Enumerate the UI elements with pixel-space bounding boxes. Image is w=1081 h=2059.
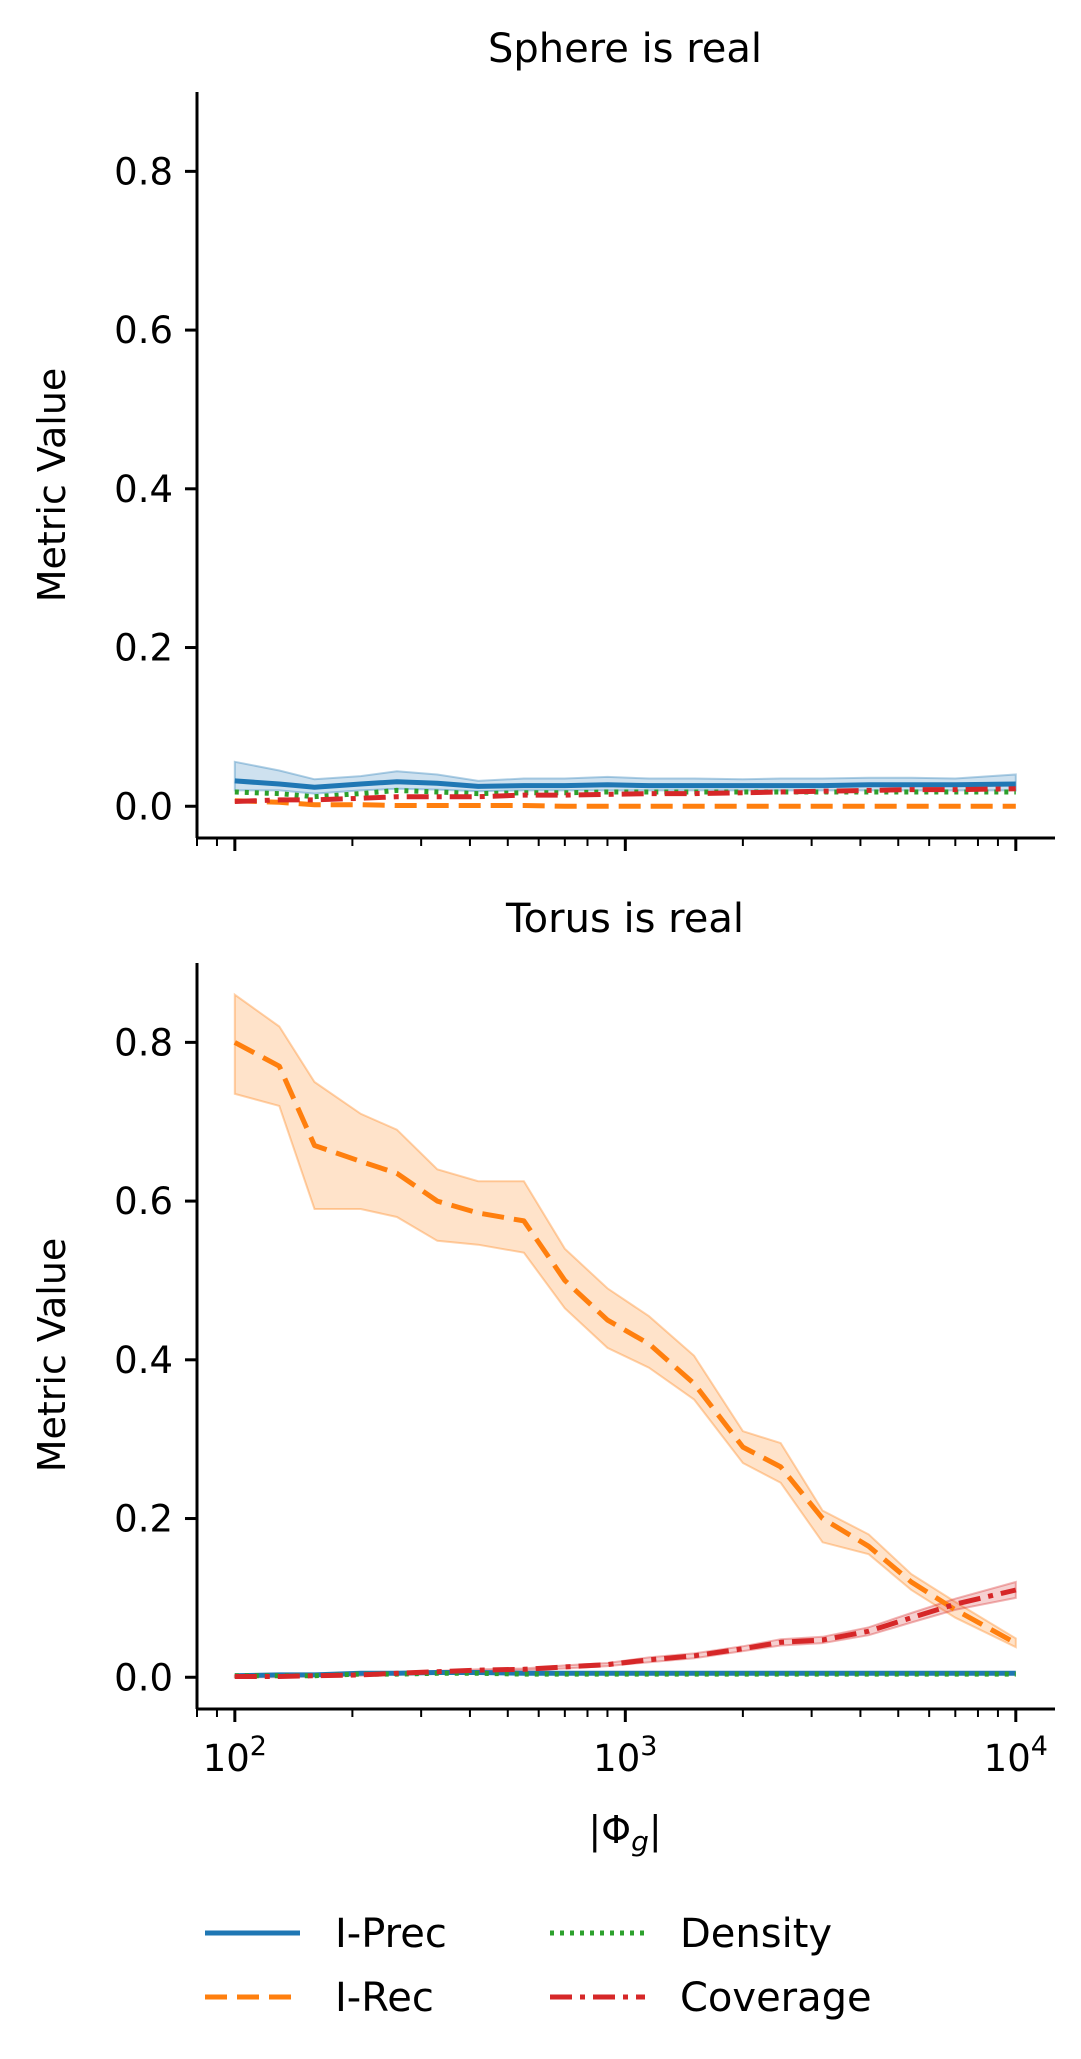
series-line-density [234,1670,1016,1679]
y-axis-label: Metric Value [30,1238,74,1473]
panel-sphere: Sphere is real Metric Value 0.0 0.2 0.4 0.6… [30,26,1055,851]
x-axis-label: |Φg| [588,1808,661,1858]
legend: I-Prec I-Rec Density Coverage [205,1911,872,2021]
panel-title: Torus is real [505,896,744,942]
y-tick-label: 0.2 [114,1498,173,1541]
panel-torus: Torus is real Metric Value 0.0 0.2 0.4 0.6 0… [30,896,1055,1780]
series-line-i-rec [233,1040,1018,1646]
series-line-density [234,787,1016,800]
legend-label: Coverage [680,1975,872,2021]
y-tick-label: 0.8 [114,150,173,193]
panel-title: Sphere is real [488,26,762,72]
x-tick-label: 102 [203,1731,267,1780]
y-tick-label: 0.0 [114,1656,173,1699]
series-line-i-prec [234,778,1016,790]
legend-label: I-Prec [335,1911,447,1957]
series-line-coverage [234,1587,1017,1679]
y-tick-label: 0.6 [114,309,173,352]
series-line-coverage [234,786,1016,804]
y-tick-label: 0.4 [114,468,173,511]
y-tick-label: 0.4 [114,1339,173,1382]
y-tick-label: 0.0 [114,785,173,828]
confidence-band-i-rec [233,992,1017,1649]
y-tick-label: 0.6 [114,1180,173,1223]
series-line-i-rec [234,798,1016,809]
x-tick-label: 103 [593,1731,657,1780]
legend-label: I-Rec [335,1975,434,2021]
y-axis-label: Metric Value [30,368,74,603]
legend-label: Density [680,1911,832,1957]
y-tick-label: 0.8 [114,1021,173,1064]
x-tick-label: 104 [984,1731,1048,1780]
y-tick-label: 0.2 [114,627,173,670]
